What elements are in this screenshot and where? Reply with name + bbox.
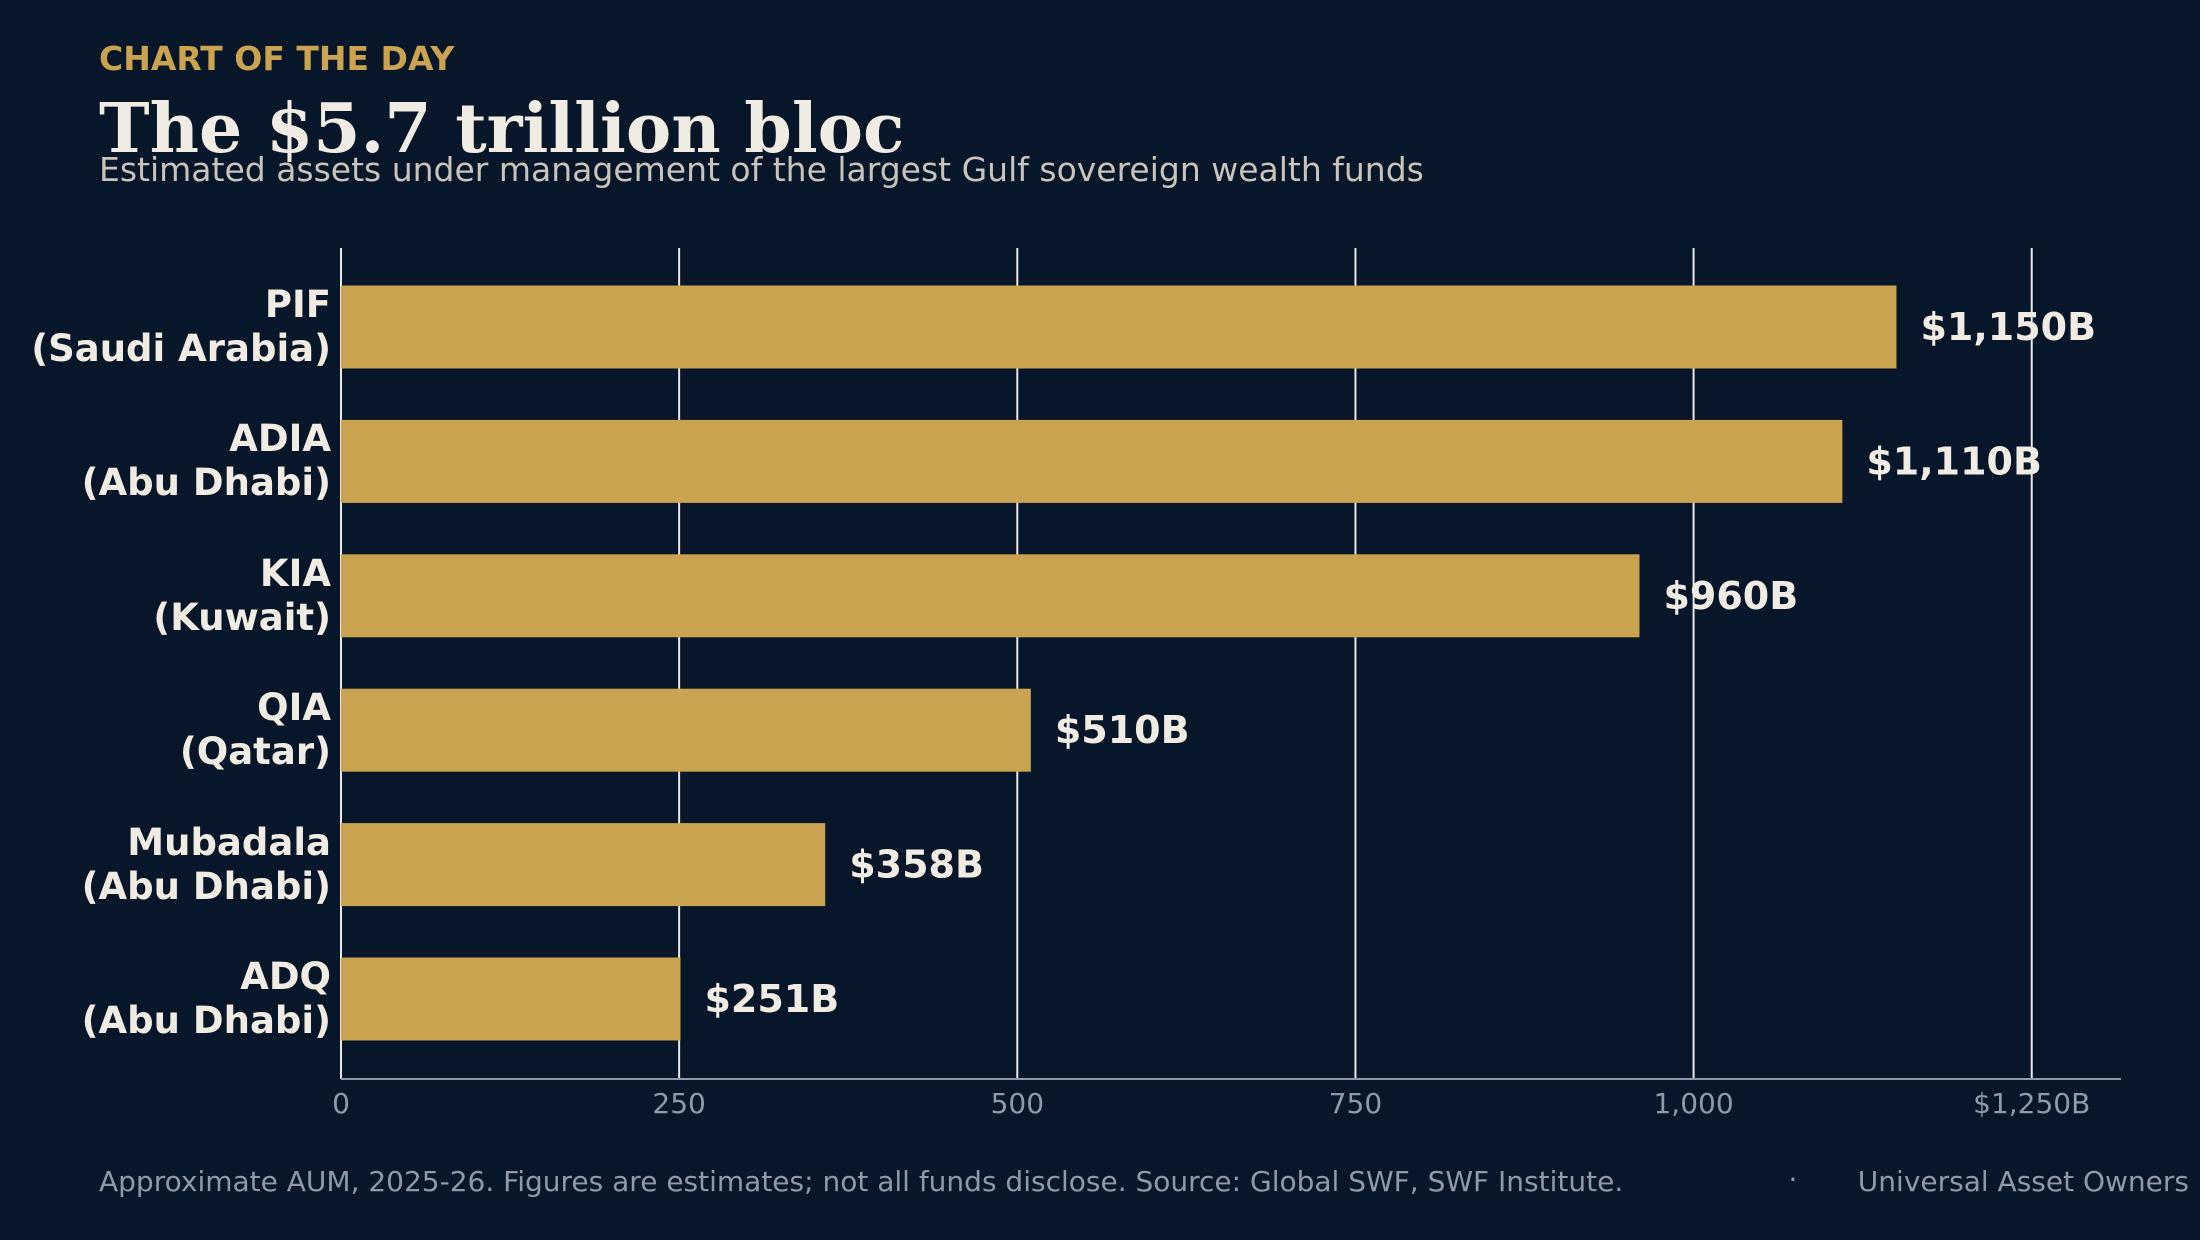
category-label: QIA (Qatar) <box>179 686 331 774</box>
bar <box>341 419 1843 503</box>
value-label: $251B <box>704 977 839 1021</box>
bar <box>341 554 1640 638</box>
x-tick-label: 0 <box>332 1087 350 1120</box>
x-tick-label: 750 <box>1329 1087 1382 1120</box>
bar <box>341 957 681 1041</box>
category-label: Mubadala (Abu Dhabi) <box>81 820 331 908</box>
category-label: KIA (Kuwait) <box>153 551 331 639</box>
x-tick-label: 500 <box>991 1087 1044 1120</box>
value-label: $960B <box>1663 574 1798 618</box>
kicker: CHART OF THE DAY <box>99 39 455 78</box>
chart-title: The $5.7 trillion bloc <box>99 89 904 169</box>
bar <box>341 823 826 907</box>
credit: Universal Asset Owners <box>1858 1165 2189 1198</box>
x-tick-label: $1,250B <box>1973 1087 2090 1120</box>
subtitle: Estimated assets under management of the… <box>99 150 1424 189</box>
category-label: ADIA (Abu Dhabi) <box>81 417 331 505</box>
value-label: $1,110B <box>1866 439 2042 483</box>
separator: · <box>1789 1163 1798 1196</box>
value-label: $1,150B <box>1920 305 2096 349</box>
x-tick-label: 1,000 <box>1653 1087 1733 1120</box>
value-label: $358B <box>849 843 984 887</box>
source-note: Approximate AUM, 2025-26. Figures are es… <box>99 1165 1623 1198</box>
category-label: ADQ (Abu Dhabi) <box>81 955 331 1042</box>
bar <box>341 688 1031 772</box>
value-label: $510B <box>1055 708 1190 752</box>
category-label: PIF (Saudi Arabia) <box>31 283 331 370</box>
x-tick-label: 250 <box>652 1087 705 1120</box>
bar <box>341 285 1897 369</box>
